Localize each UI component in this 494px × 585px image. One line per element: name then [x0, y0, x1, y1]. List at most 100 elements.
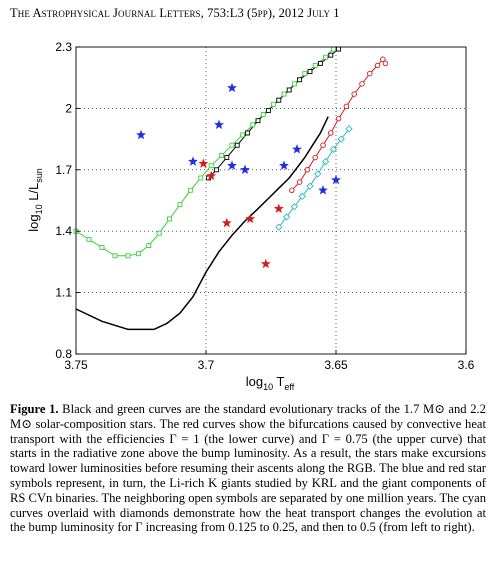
track-marker: [367, 70, 373, 77]
red-star: [221, 217, 232, 228]
blue-star: [227, 82, 237, 93]
y-tick-label: 0.8: [55, 347, 72, 361]
track-line-4: [278, 128, 350, 228]
track-marker: [282, 213, 291, 221]
blue-star: [214, 119, 224, 129]
track-marker: [345, 125, 353, 133]
track-marker: [245, 130, 251, 136]
track-marker: [271, 101, 277, 107]
track-marker: [125, 253, 131, 259]
blue-star: [292, 144, 302, 154]
track-marker: [323, 54, 329, 60]
track-marker: [359, 81, 365, 87]
track-marker: [224, 155, 230, 160]
blue-star: [331, 174, 341, 185]
track-marker: [330, 46, 336, 52]
y-tick-label: 2.3: [55, 40, 72, 54]
track-marker: [302, 71, 308, 77]
red-star: [260, 258, 271, 269]
red-star: [245, 213, 256, 224]
track-marker: [314, 170, 322, 178]
track-marker: [86, 236, 92, 242]
track-marker: [219, 153, 225, 158]
journal-header: The Astrophysical Journal Letters, 753:L…: [10, 6, 340, 20]
track-marker: [351, 91, 357, 97]
track-marker: [328, 130, 334, 136]
blue-star: [227, 160, 237, 170]
x-tick-label: 3.65: [324, 358, 348, 372]
track-marker: [298, 192, 306, 201]
track-marker: [239, 132, 245, 138]
track-marker: [208, 163, 214, 169]
track-marker: [156, 230, 162, 236]
track-marker: [135, 251, 141, 257]
blue-star: [318, 185, 328, 195]
track-markers: [73, 46, 389, 259]
track-marker: [99, 245, 105, 251]
track-marker: [320, 142, 326, 148]
track-line-0: [75, 116, 329, 331]
track-marker: [337, 135, 345, 143]
star-symbols: [136, 82, 341, 269]
track-marker: [286, 87, 292, 93]
track-marker: [336, 46, 342, 52]
track-marker: [290, 203, 299, 211]
red-star: [206, 170, 217, 181]
track-marker: [198, 175, 204, 181]
track-marker: [343, 103, 350, 110]
track-marker: [167, 216, 173, 222]
track-marker: [380, 56, 386, 63]
caption-text: Black and green curves are the standard …: [10, 402, 486, 535]
figure-caption: Figure 1. Black and green curves are the…: [10, 402, 486, 535]
track-marker: [297, 77, 303, 83]
plot-frame: [75, 46, 467, 355]
track-marker: [335, 115, 342, 122]
blue-star: [136, 129, 146, 140]
red-star: [273, 203, 284, 213]
x-tick-label: 3.6: [458, 358, 475, 372]
blue-star: [240, 164, 250, 174]
blue-star: [188, 156, 198, 166]
x-tick-label: 3.75: [64, 358, 88, 372]
y-tick-label: 2: [65, 101, 72, 115]
track-marker: [289, 187, 295, 194]
track-marker: [275, 223, 283, 231]
track-marker: [146, 243, 152, 248]
y-tick-label: 1.7: [55, 163, 72, 177]
track-marker: [296, 179, 303, 185]
track-marker: [312, 62, 318, 68]
x-tick-label: 3.7: [198, 358, 215, 372]
track-marker: [255, 118, 261, 124]
axis-ticks: 3.75 3.7 3.65 3.6 0.8 1.1 1.4 1.7 2 2.3: [55, 40, 474, 372]
track-marker: [260, 112, 266, 117]
x-axis-label: log10 Teff: [246, 374, 295, 392]
caption-label: Figure 1.: [10, 402, 59, 416]
track-marker: [213, 167, 219, 173]
evolution-tracks: [75, 48, 386, 331]
red-star: [198, 158, 209, 168]
track-marker: [329, 145, 338, 153]
track-marker: [382, 60, 389, 67]
track-marker: [112, 253, 118, 259]
track-marker: [276, 97, 282, 103]
track-marker: [177, 202, 183, 208]
track-marker: [281, 91, 287, 97]
track-marker: [312, 154, 318, 161]
track-marker: [317, 60, 323, 66]
track-marker: [304, 167, 311, 173]
y-tick-label: 1.4: [55, 224, 72, 238]
track-marker: [229, 142, 235, 148]
hr-diagram: 3.75 3.7 3.65 3.6 0.8 1.1 1.4 1.7 2 2.3 log10 Tef…: [26, 40, 475, 392]
track-marker: [328, 52, 334, 58]
track-marker: [307, 69, 313, 75]
track-marker: [187, 187, 193, 193]
track-marker: [321, 157, 330, 166]
y-tick-label: 1.1: [55, 286, 72, 300]
track-marker: [234, 142, 240, 148]
grid-lines: [76, 47, 466, 354]
track-marker: [291, 81, 297, 87]
track-marker: [306, 182, 314, 190]
track-marker: [265, 107, 271, 113]
y-axis-label: log10 L/Lsun: [26, 168, 44, 232]
track-marker: [374, 62, 381, 69]
